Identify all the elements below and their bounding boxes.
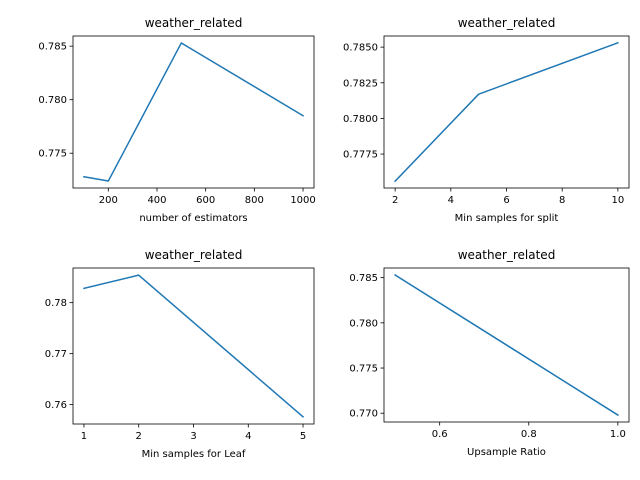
x-tick-label: 10 (611, 195, 624, 206)
axes-frame (383, 35, 630, 189)
axes-frame (72, 267, 315, 425)
series-line (83, 42, 305, 182)
y-tick-label: 0.78 (45, 298, 67, 309)
x-tick-label: 3 (190, 431, 196, 442)
y-tick-label: 0.7800 (343, 114, 378, 125)
x-tick-label: 4 (448, 195, 454, 206)
y-tick-label: 0.775 (38, 149, 67, 160)
y-tick-label: 0.775 (349, 364, 378, 375)
y-tick-label: 0.780 (349, 318, 378, 329)
series-line (394, 41, 619, 183)
y-tick-label: 0.7775 (343, 150, 378, 161)
x-tick-label: 2 (136, 431, 142, 442)
x-tick-label: 1.0 (610, 429, 626, 440)
y-tick-label: 0.7850 (343, 43, 378, 54)
x-tick-label: 6 (503, 195, 509, 206)
y-tick-label: 0.780 (38, 95, 67, 106)
x-axis-label: Min samples for split (455, 213, 559, 224)
chart-title: weather_related (145, 16, 243, 30)
subplot-4: weather_related 0.6 0.8 1.0 0.770 0.775 0.780 0… (349, 248, 630, 458)
chart-title: weather_related (458, 16, 556, 30)
y-tick-label: 0.785 (38, 42, 67, 53)
x-tick-label: 1000 (290, 195, 315, 206)
series-line (83, 274, 305, 418)
x-tick-label: 600 (196, 195, 215, 206)
y-tick-label: 0.77 (45, 349, 67, 360)
chart-title: weather_related (145, 248, 243, 262)
x-tick-label: 4 (245, 431, 251, 442)
y-tick-label: 0.785 (349, 273, 378, 284)
axes-frame (72, 35, 315, 189)
x-tick-label: 200 (99, 195, 118, 206)
x-tick-label: 400 (147, 195, 166, 206)
x-tick-label: 5 (300, 431, 306, 442)
x-axis-label: number of estimators (139, 213, 247, 224)
subplot-1: weather_related 200 400 600 800 1000 0.775 0.78… (38, 16, 315, 224)
x-tick-label: 0.6 (432, 429, 448, 440)
axes-frame (383, 267, 630, 423)
y-tick-label: 0.770 (349, 409, 378, 420)
x-tick-label: 8 (559, 195, 565, 206)
y-tick-label: 0.76 (45, 400, 67, 411)
chart-title: weather_related (458, 248, 556, 262)
y-tick-label: 0.7825 (343, 78, 378, 89)
series-line (394, 273, 619, 417)
subplot-3: weather_related 1 2 3 4 5 0.76 0.77 0.78 Min samp… (45, 248, 315, 460)
subplot-2: weather_related 2 4 6 8 10 0.7775 0.7800 0.7825 0… (343, 16, 630, 224)
x-tick-label: 1 (81, 431, 87, 442)
x-tick-label: 0.8 (521, 429, 537, 440)
x-axis-label: Min samples for Leaf (142, 449, 246, 460)
x-tick-label: 2 (392, 195, 398, 206)
x-tick-label: 800 (245, 195, 264, 206)
x-axis-label: Upsample Ratio (467, 447, 546, 458)
